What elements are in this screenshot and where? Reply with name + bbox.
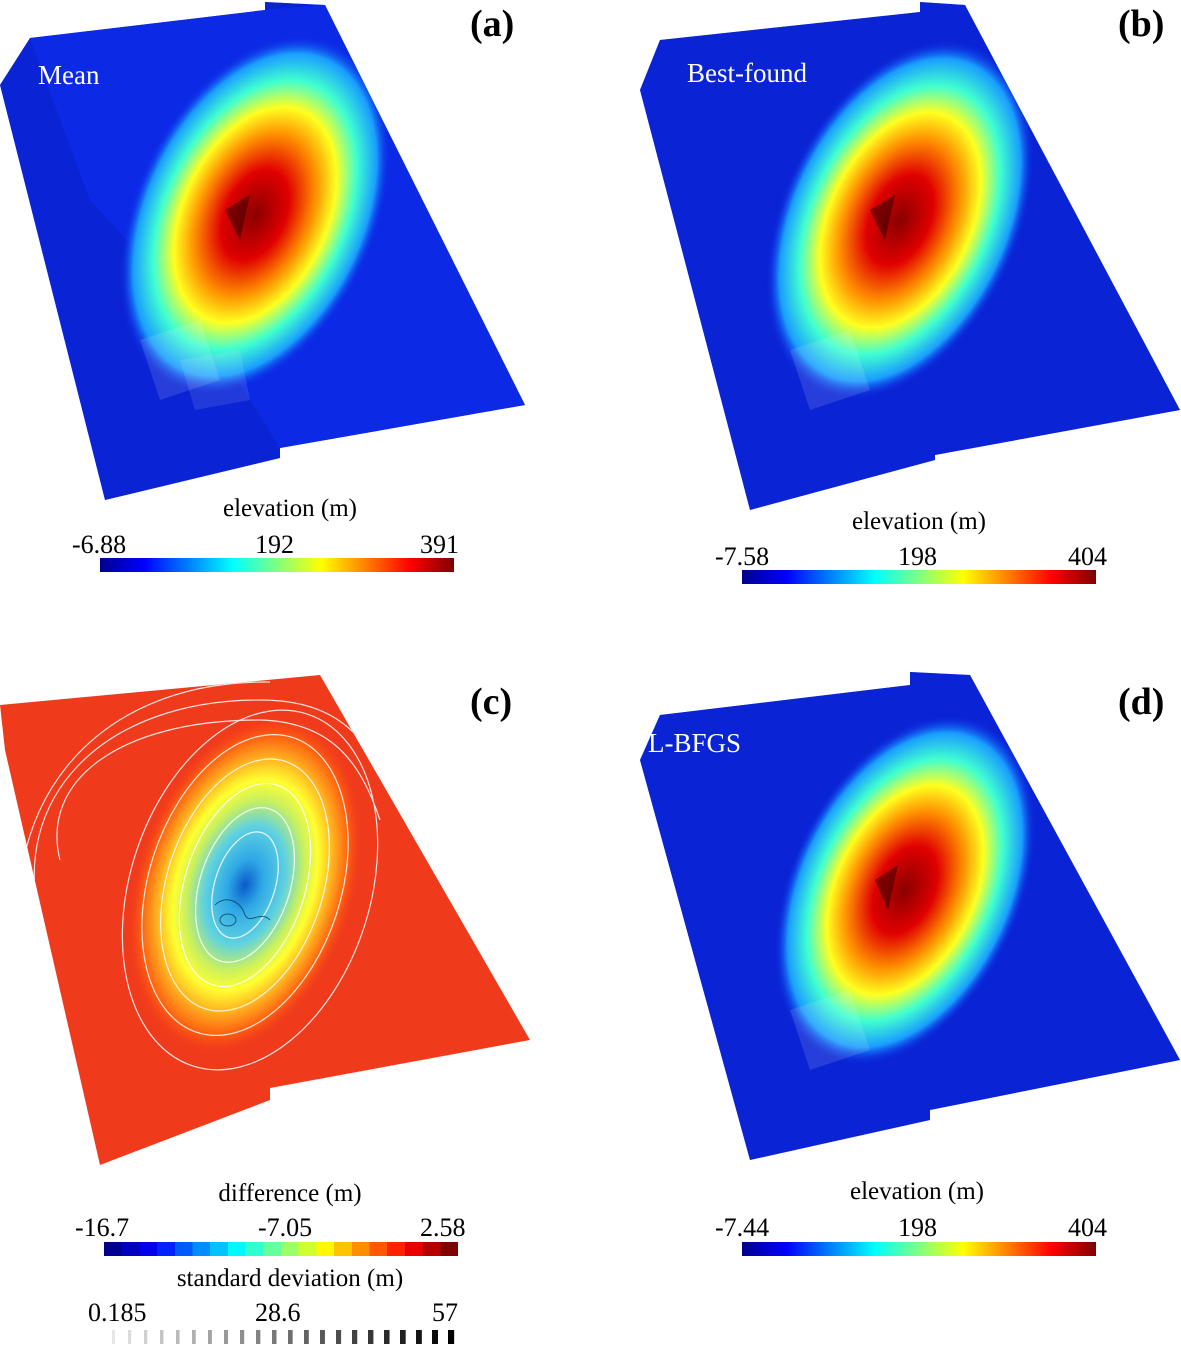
std-bar-segment — [304, 1330, 309, 1344]
std-bar-max-c: 57 — [432, 1298, 458, 1327]
std-bar-c — [112, 1330, 455, 1344]
std-bar-min-c: 0.185 — [88, 1298, 147, 1327]
std-bar-title-c: standard deviation (m) — [176, 1265, 404, 1292]
panel-title-b: Best-found — [687, 58, 807, 88]
colorbar-max-d: 404 — [1068, 1213, 1107, 1242]
std-bar-segment — [352, 1330, 358, 1344]
std-bar-segment — [288, 1330, 293, 1344]
panel-c: (c) difference (m) -16.7 -7.05 2.58 stan… — [0, 660, 590, 1346]
colorbar-c — [104, 1242, 458, 1256]
std-bar-segment — [336, 1330, 342, 1344]
elevation-surface-d — [640, 672, 1180, 1160]
std-bar-segment — [416, 1330, 422, 1344]
colorbar-title-a: elevation (m) — [223, 495, 357, 522]
elevation-surface-a — [0, 2, 525, 500]
panel-d: (d) L-BFGS elevation (m) -7.44 198 404 — [640, 660, 1181, 1346]
std-bar-segment — [272, 1330, 277, 1344]
std-bar-segment — [240, 1330, 245, 1344]
panel-letter-b: (b) — [1118, 3, 1165, 45]
std-bar-segment — [160, 1330, 164, 1344]
std-bar-segment — [192, 1330, 196, 1344]
difference-surface-c — [0, 675, 530, 1165]
std-bar-segment — [400, 1330, 406, 1344]
panel-letter-d: (d) — [1118, 681, 1165, 723]
colorbar-d — [742, 1242, 1096, 1256]
std-bar-segment — [144, 1330, 148, 1344]
colorbar-min-a: -6.88 — [72, 530, 127, 559]
colorbar-title-d: elevation (m) — [850, 1178, 984, 1205]
colorbar-b — [742, 570, 1096, 584]
colorbar-max-a: 391 — [420, 530, 459, 559]
panel-title-a: Mean — [38, 60, 100, 90]
panel-letter-a: (a) — [470, 3, 515, 45]
std-bar-segment — [128, 1330, 132, 1344]
colorbar-mid-d: 198 — [898, 1213, 937, 1242]
panel-b: (b) Best-found elevation (m) -7.58 198 4… — [640, 0, 1181, 600]
std-bar-mid-c: 28.6 — [255, 1298, 301, 1327]
colorbar-max-b: 404 — [1068, 542, 1107, 571]
std-bar-segment — [368, 1330, 374, 1344]
elevation-surface-b — [640, 2, 1180, 510]
std-bar-segment — [112, 1330, 115, 1344]
std-bar-segment — [448, 1330, 455, 1344]
panel-title-d: L-BFGS — [648, 728, 742, 758]
colorbar-max-c: 2.58 — [420, 1213, 466, 1242]
colorbar-mid-b: 198 — [898, 542, 937, 571]
std-bar-segment — [432, 1330, 438, 1344]
panel-letter-c: (c) — [470, 681, 513, 723]
std-bar-segment — [384, 1330, 390, 1344]
std-bar-segment — [208, 1330, 212, 1344]
colorbar-mid-a: 192 — [255, 530, 294, 559]
std-bar-segment — [224, 1330, 229, 1344]
colorbar-title-b: elevation (m) — [852, 508, 986, 535]
colorbar-min-d: -7.44 — [715, 1213, 770, 1242]
std-bar-segment — [256, 1330, 261, 1344]
colorbar-min-c: -16.7 — [75, 1213, 130, 1242]
colorbar-mid-c: -7.05 — [258, 1213, 313, 1242]
colorbar-min-b: -7.58 — [715, 542, 770, 571]
colorbar-title-c: difference (m) — [218, 1180, 362, 1207]
std-bar-segment — [176, 1330, 180, 1344]
colorbar-a — [100, 558, 454, 572]
panel-a: (a) Mean elevation (m) -6.88 192 391 — [0, 0, 590, 600]
std-bar-segment — [320, 1330, 325, 1344]
